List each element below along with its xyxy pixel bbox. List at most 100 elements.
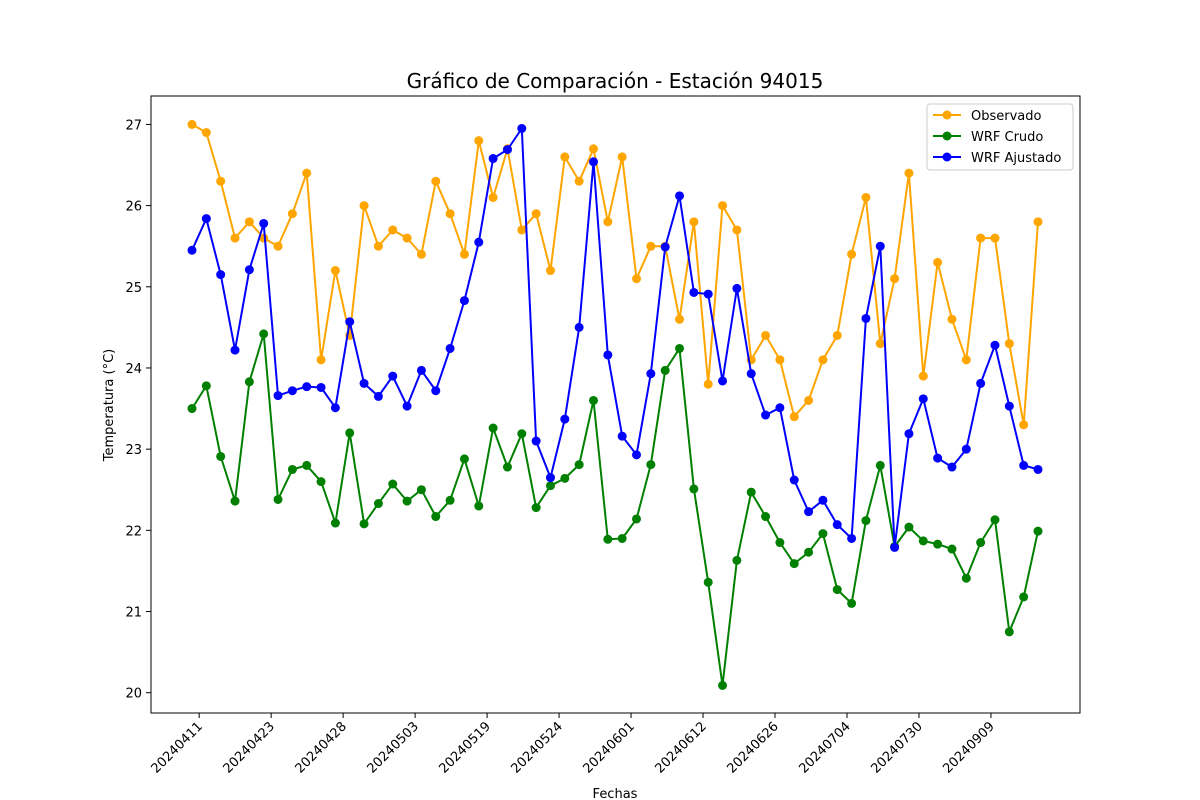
data-point [474, 501, 484, 511]
data-point [804, 395, 814, 405]
data-point [875, 241, 885, 251]
data-point [316, 355, 326, 365]
y-tick-label: 23 [125, 443, 142, 458]
data-point [431, 176, 441, 186]
data-point [359, 378, 369, 388]
data-point [201, 381, 211, 391]
data-point [216, 451, 226, 461]
data-point [732, 283, 742, 293]
data-point [230, 233, 240, 243]
x-tick-label: 20240909 [940, 719, 997, 776]
legend-box [926, 103, 1074, 171]
x-axis-label: Fechas [593, 787, 638, 800]
data-point [1004, 339, 1014, 349]
data-point [445, 209, 455, 219]
data-point [316, 382, 326, 392]
data-point [689, 287, 699, 297]
y-tick-label: 22 [125, 524, 142, 539]
data-point [588, 144, 598, 154]
data-point [675, 343, 685, 353]
data-point [976, 233, 986, 243]
y-tick-label: 24 [125, 362, 142, 377]
data-point [545, 266, 555, 276]
data-point [961, 573, 971, 583]
data-point [388, 371, 398, 381]
data-point [517, 123, 527, 133]
data-point [330, 403, 340, 413]
data-point [904, 522, 914, 532]
data-point [545, 473, 555, 483]
y-tick-label: 26 [125, 200, 142, 215]
data-point [689, 217, 699, 227]
data-point [990, 340, 1000, 350]
data-point [918, 536, 928, 546]
data-point [875, 460, 885, 470]
data-point [761, 512, 771, 522]
x-tick-label: 20240428 [293, 719, 350, 776]
data-point [187, 404, 197, 414]
data-point [904, 429, 914, 439]
data-point [689, 484, 699, 494]
data-point [230, 496, 240, 506]
data-point [890, 542, 900, 552]
data-point [1033, 526, 1043, 536]
data-point [431, 512, 441, 522]
legend-marker [942, 131, 952, 141]
data-point [574, 322, 584, 332]
data-point [302, 460, 312, 470]
data-point [861, 192, 871, 202]
data-point [330, 518, 340, 528]
data-point [746, 369, 756, 379]
data-point [847, 249, 857, 259]
data-point [646, 460, 656, 470]
data-point [718, 201, 728, 211]
data-point [488, 423, 498, 433]
data-point [875, 339, 885, 349]
data-point [990, 515, 1000, 525]
data-point [775, 403, 785, 413]
data-point [904, 168, 914, 178]
data-point [603, 217, 613, 227]
data-point [660, 242, 670, 252]
x-axis: 20240411 20240423 20240428 20240503 20240519… [149, 713, 998, 777]
data-point [588, 395, 598, 405]
x-tick-label: 20240411 [149, 719, 206, 776]
data-point [201, 214, 211, 224]
data-point [259, 218, 269, 228]
data-point [388, 225, 398, 235]
data-point [359, 519, 369, 529]
data-point [775, 538, 785, 548]
data-point [918, 394, 928, 404]
data-point [703, 289, 713, 299]
x-tick-label: 20240519 [437, 719, 494, 776]
data-point [947, 314, 957, 324]
data-point [373, 241, 383, 251]
data-point [474, 237, 484, 247]
data-point [703, 577, 713, 587]
data-point [1019, 592, 1029, 602]
data-point [617, 152, 627, 162]
data-point [201, 128, 211, 138]
data-point [832, 585, 842, 595]
data-point [402, 401, 412, 411]
x-tick-label: 20240601 [580, 719, 637, 776]
x-tick-label: 20240612 [652, 719, 709, 776]
data-point [517, 429, 527, 439]
data-point [646, 369, 656, 379]
data-point [746, 487, 756, 497]
x-tick-label: 20240730 [868, 719, 925, 776]
data-point [187, 119, 197, 129]
data-point [775, 355, 785, 365]
data-point [990, 233, 1000, 243]
data-point [560, 152, 570, 162]
data-point [804, 507, 814, 517]
data-point [617, 431, 627, 441]
series-layer [187, 119, 1043, 690]
x-tick-label: 20240524 [509, 719, 566, 776]
series-wrf-ajustado [187, 123, 1043, 552]
data-point [732, 225, 742, 235]
y-axis-label: Temperatura (°C) [102, 349, 117, 462]
data-point [531, 436, 541, 446]
y-axis: 20 21 22 23 24 25 26 27 [125, 118, 151, 702]
data-point [445, 495, 455, 505]
